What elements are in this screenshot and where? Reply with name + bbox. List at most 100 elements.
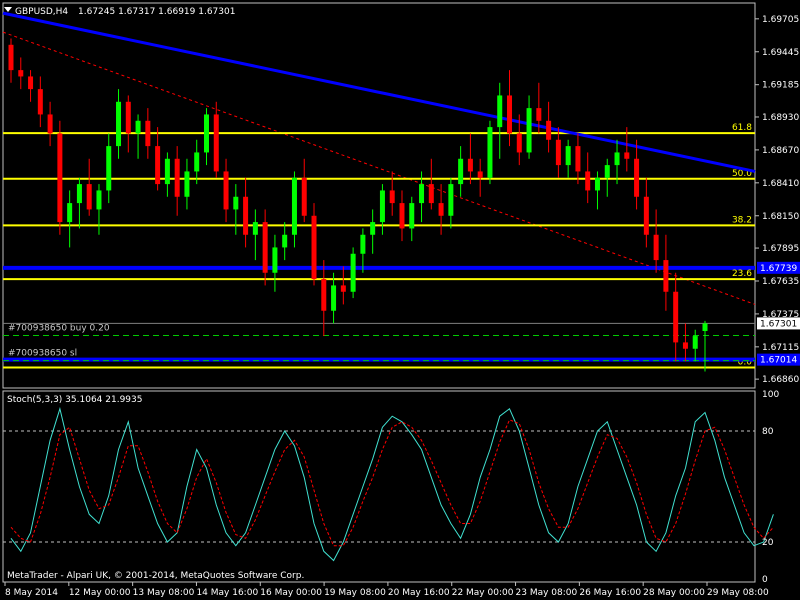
sl-price-tag-bg [757, 353, 800, 366]
candle-body [57, 133, 63, 223]
candle-body [252, 222, 258, 235]
time-tick-label: 20 May 16:00 [388, 588, 450, 598]
candle-body [96, 190, 102, 210]
candle-body [526, 108, 532, 153]
time-tick-label: 19 May 08:00 [324, 588, 386, 598]
candle-body [663, 260, 669, 292]
stoch-title: Stoch(5,3,3) 35.1064 21.9935 [7, 395, 142, 405]
candle-body [272, 247, 278, 273]
time-tick-label: 29 May 08:00 [707, 588, 769, 598]
candle-body [86, 184, 92, 210]
candle-body [106, 146, 112, 191]
candle-body [67, 203, 73, 223]
candle-body [438, 203, 444, 216]
time-tick-label: 16 May 00:00 [260, 588, 322, 598]
candle-body [145, 120, 151, 147]
price-tick-label: 1.67115 [762, 343, 799, 353]
candle-body [233, 196, 239, 210]
current-price-tag: 1.67301 [760, 319, 797, 329]
stochastic-panel [3, 406, 774, 562]
candle-body [673, 291, 679, 343]
candle-body [702, 323, 708, 332]
price-tick-label: 1.69705 [762, 15, 799, 25]
candle-body [692, 336, 698, 349]
price-tick-label: 1.66860 [762, 375, 799, 385]
candle-body [116, 101, 122, 147]
candle-body [653, 234, 659, 261]
candle-body [536, 108, 542, 121]
candle-body [487, 127, 493, 178]
ohlc-readout: 1.67245 1.67317 1.66919 1.67301 [78, 7, 235, 17]
blue-level-price-tag: 1.67739 [760, 264, 797, 274]
axes: 1.69705 1.69445 1.69185 1.68930 1.68670 1.684… [4, 15, 800, 598]
channel-dashed-line [2, 31, 756, 305]
stoch-tick-label: 20 [762, 538, 774, 548]
candle-body [223, 171, 229, 210]
candle-body [497, 95, 503, 128]
footer-credit: MetaTrader - Alpari UK, © 2001-2014, Met… [7, 571, 304, 581]
candle-body [546, 120, 552, 140]
chart-menu-triangle-icon[interactable] [4, 7, 12, 12]
candle-body [321, 279, 327, 311]
stoch-tick-label: 100 [762, 390, 779, 400]
candle-body [184, 171, 190, 197]
candle-body [360, 234, 366, 254]
price-tick-label: 1.68930 [762, 113, 799, 123]
fib-23.6-label: 23.6 [732, 269, 752, 279]
candle-body [291, 177, 297, 235]
stoch-main-line [10, 406, 774, 562]
candle-body [555, 139, 561, 166]
candle-body [125, 101, 131, 134]
sl-price-tag: 1.67014 [760, 356, 797, 366]
price-lines: 61.8 50.0 38.2 23.6 0.0 #700938650 buy 0.20 #7… [2, 11, 756, 369]
time-tick-label: 23 May 08:00 [516, 588, 578, 598]
candle-body [585, 171, 591, 191]
time-tick-label: 13 May 08:00 [133, 588, 195, 598]
candle-body [575, 146, 581, 172]
time-tick-label: 8 May 2014 [5, 588, 58, 598]
stoch-tick-label: 80 [762, 427, 774, 437]
candle-body [28, 76, 34, 90]
price-tick-label: 1.68410 [762, 179, 799, 189]
price-tick-label: 1.69445 [762, 48, 799, 58]
candle-body [47, 114, 53, 134]
fib-61.8-label: 61.8 [732, 123, 752, 133]
time-tick-label: 14 May 16:00 [196, 588, 258, 598]
candle-body [370, 222, 376, 235]
candle-body [350, 253, 356, 292]
candle-body [76, 184, 82, 204]
candle-body [643, 196, 649, 235]
candle-body [409, 203, 415, 229]
price-tick-label: 1.69185 [762, 81, 799, 91]
candle-body [18, 70, 24, 77]
price-tick-label: 1.67375 [762, 310, 799, 320]
time-tick-label: 12 May 00:00 [69, 588, 131, 598]
candle-body [516, 133, 522, 153]
stoch-panel-frame [2, 390, 756, 583]
blue-level-price-tag-bg [757, 261, 800, 274]
candle-body [203, 114, 209, 153]
candle-body [428, 184, 434, 204]
candle-body [594, 177, 600, 191]
candle-body [331, 285, 337, 311]
candle-body [507, 95, 513, 134]
order-label-1: #700938650 sl [8, 349, 77, 359]
chart-frame [2, 2, 756, 583]
candle-body [682, 342, 688, 349]
candle-body [243, 196, 249, 235]
candles [8, 38, 708, 372]
symbol-title: GBPUSD,H4 [15, 7, 68, 17]
candle-body [604, 165, 610, 178]
candle-body [301, 177, 307, 216]
candle-body [37, 89, 43, 115]
price-tick-label: 1.67635 [762, 277, 799, 287]
candle-body [379, 190, 385, 223]
fib-38.2-label: 38.2 [732, 215, 752, 225]
candle-body [458, 158, 464, 185]
candle-body [194, 152, 200, 172]
candle-body [340, 285, 346, 292]
candle-body [624, 152, 630, 159]
candle-body [448, 184, 454, 216]
candle-body [477, 171, 483, 178]
